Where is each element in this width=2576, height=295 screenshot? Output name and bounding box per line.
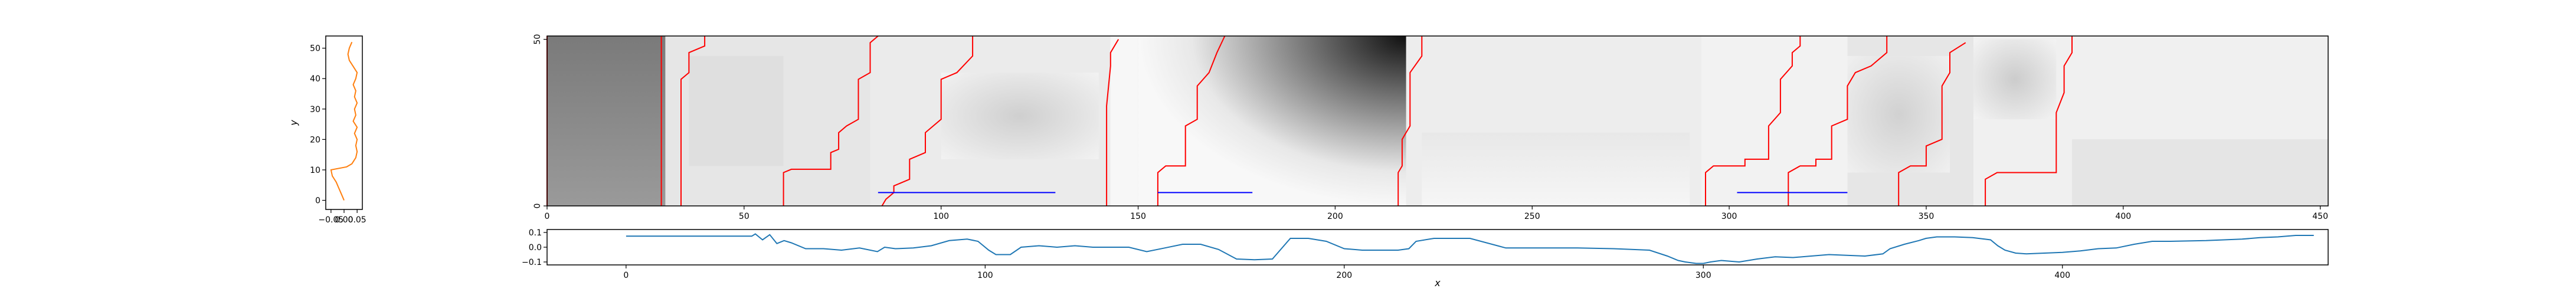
left-profile-panel: 0 10 20 30 40 50 −0.050.000.05 y — [288, 35, 366, 225]
heatmap-red-marker — [1705, 36, 1801, 206]
heatmap-xtick-label: 250 — [1524, 212, 1540, 221]
bottom-signal-ticks: 0 100 200 300 400 −0.1 0.0 0.1 — [522, 228, 2070, 280]
heatmap-shade — [1422, 132, 1690, 206]
left-profile-ytick-label: 50 — [310, 44, 320, 54]
left-profile-ytick-label: 10 — [310, 166, 320, 175]
heatmap-shade — [1847, 55, 1950, 173]
heatmap-frame — [546, 35, 2329, 206]
bottom-signal-panel: 0 100 200 300 400 −0.1 0.0 0.1 x — [522, 228, 2329, 289]
bottom-signal-series-line — [626, 233, 2314, 264]
heatmap-xtick-label: 100 — [933, 212, 949, 221]
heatmap-shade — [689, 55, 784, 166]
heatmap-image — [547, 36, 2328, 206]
left-profile-frame — [325, 35, 363, 210]
left-profile-xtick-label: −0.05 — [318, 215, 343, 225]
heatmap-ytick-label: 50 — [533, 34, 542, 45]
heatmap-xtick-label: 450 — [2312, 212, 2328, 221]
bottom-signal-xlabel: x — [1434, 277, 1441, 289]
left-profile-ticks: 0 10 20 30 40 50 −0.050.000.05 — [310, 44, 366, 225]
heatmap-xtick-label: 300 — [1721, 212, 1737, 221]
heatmap-dark-blob — [1138, 36, 1406, 206]
left-profile-xtick-label: 0.05 — [348, 215, 366, 225]
heatmap-red-marker — [1157, 35, 1226, 206]
left-profile-ytick-label: 20 — [310, 135, 320, 145]
heatmap-segment — [1110, 36, 1138, 206]
left-profile-ytick-label: 40 — [310, 74, 320, 84]
heatmap-red-marker — [1397, 36, 1423, 206]
bottom-signal-xtick-label: 400 — [2054, 271, 2070, 280]
heatmap-ticks: 0 50 100 150 200 250 300 350 400 450 0 50 — [533, 34, 2328, 221]
left-profile-xtick-label: 0.00 — [335, 215, 353, 225]
bottom-signal-xtick-label: 200 — [1336, 271, 1352, 280]
heatmap-xtick-label: 400 — [2115, 212, 2131, 221]
bottom-signal-xtick-label: 100 — [977, 271, 993, 280]
left-profile-series-line — [330, 41, 358, 201]
heatmap-dark-region — [547, 36, 666, 206]
left-profile-ytick-label: 0 — [315, 196, 320, 206]
heatmap-red-marker — [783, 35, 879, 206]
heatmap-xtick-label: 350 — [1919, 212, 1935, 221]
left-profile-ylabel: y — [288, 120, 299, 126]
bottom-signal-xtick-label: 0 — [623, 271, 629, 280]
heatmap-shade — [1973, 39, 2057, 120]
bottom-signal-ytick-label: 0.0 — [529, 243, 542, 253]
heatmap-panel: 0 50 100 150 200 250 300 350 400 450 0 50 — [533, 34, 2329, 221]
heatmap-shade — [2071, 139, 2328, 206]
heatmap-xtick-label: 0 — [545, 212, 550, 221]
heatmap-red-marker — [881, 36, 974, 206]
heatmap-xtick-label: 150 — [1130, 212, 1146, 221]
heatmap-xtick-label: 50 — [739, 212, 749, 221]
heatmap-red-marker — [1898, 42, 1966, 206]
heatmap-red-marker — [680, 36, 706, 206]
bottom-signal-ytick-label: −0.1 — [522, 258, 542, 267]
bottom-signal-xtick-label: 300 — [1695, 271, 1711, 280]
heatmap-shade — [941, 73, 1099, 159]
heatmap-ytick-label: 0 — [533, 204, 542, 209]
heatmap-red-marker — [1106, 39, 1120, 206]
bottom-signal-frame — [546, 229, 2329, 266]
heatmap-xtick-label: 200 — [1327, 212, 1343, 221]
left-profile-ytick-label: 30 — [310, 105, 320, 114]
heatmap-red-marker — [1985, 36, 2073, 206]
heatmap-red-marker — [1788, 36, 1888, 206]
bottom-signal-ytick-label: 0.1 — [529, 228, 542, 238]
heatmap-segment — [1701, 36, 1848, 206]
